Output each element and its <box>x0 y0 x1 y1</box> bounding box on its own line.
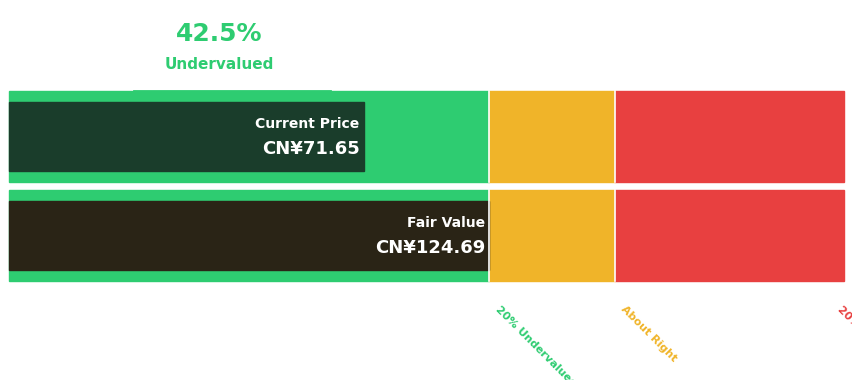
Text: Undervalued: Undervalued <box>164 57 274 72</box>
Bar <box>9 91 489 182</box>
Bar <box>613 91 843 182</box>
Bar <box>9 201 489 270</box>
Text: 42.5%: 42.5% <box>176 22 262 46</box>
Text: 20% Overvalued: 20% Overvalued <box>835 304 852 380</box>
Text: 20% Undervalued: 20% Undervalued <box>492 304 578 380</box>
Text: About Right: About Right <box>619 304 677 364</box>
Text: CN¥124.69: CN¥124.69 <box>374 239 484 257</box>
Bar <box>489 190 613 281</box>
Bar <box>613 190 843 281</box>
Bar <box>489 91 613 182</box>
Text: CN¥71.65: CN¥71.65 <box>262 140 359 158</box>
Bar <box>9 102 363 171</box>
Text: Fair Value: Fair Value <box>406 216 484 230</box>
Text: Current Price: Current Price <box>255 117 359 131</box>
Bar <box>9 190 489 281</box>
